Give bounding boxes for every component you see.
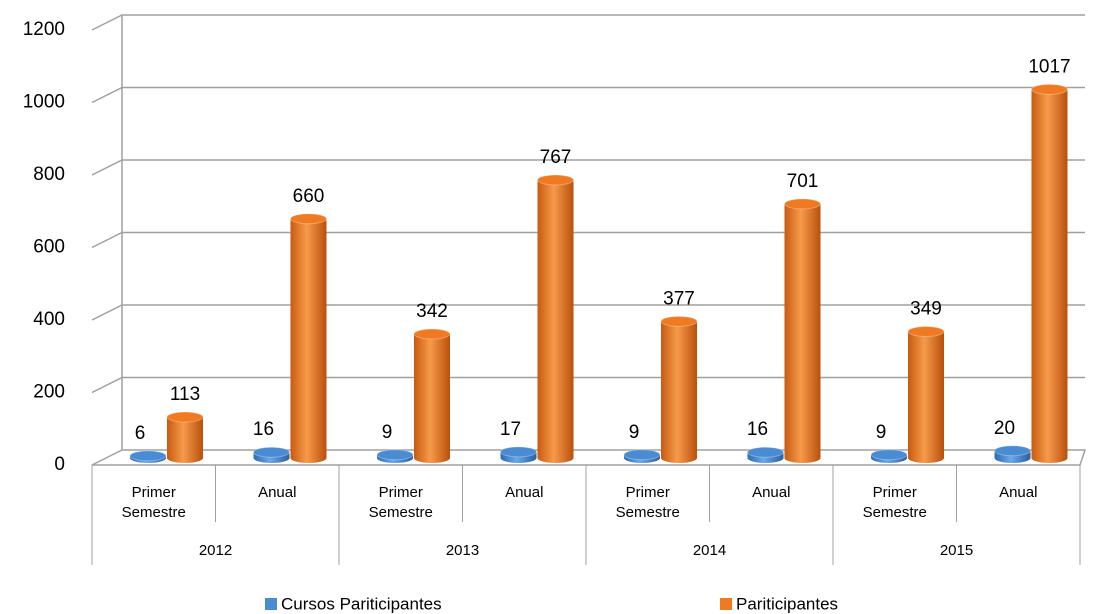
x-tick-label: Primer Semestre [862, 484, 927, 521]
y-tick-label: 200 [33, 382, 65, 403]
bar-body [908, 331, 944, 458]
x-tick-label: Anual [258, 484, 297, 501]
data-label: 9 [876, 422, 887, 443]
legend-swatch [720, 598, 732, 610]
bar-top [660, 315, 698, 327]
y-tick-label: 600 [33, 237, 65, 258]
grid-line [91, 231, 1085, 249]
bar [747, 446, 784, 463]
data-label: 660 [293, 186, 325, 207]
bar-top [623, 449, 661, 461]
data-label: 20 [994, 418, 1015, 439]
y-tick-label: 400 [33, 309, 65, 330]
bar-body [661, 321, 697, 458]
x-tick-label: Primer Semestre [121, 484, 186, 521]
bar-top [537, 174, 574, 186]
legend-label: Cursos Pariticipantes [281, 594, 442, 613]
group-label: 2014 [692, 542, 727, 559]
bar-body [1031, 89, 1068, 459]
bar-top [413, 328, 451, 340]
x-tick-label: Anual [752, 484, 791, 501]
data-label: 9 [629, 422, 640, 443]
bar [870, 449, 908, 463]
data-label: 767 [540, 147, 572, 168]
bar [413, 328, 451, 463]
data-label: 377 [663, 288, 695, 309]
bar [129, 450, 167, 463]
bar [994, 445, 1031, 463]
data-label: 9 [382, 422, 393, 443]
group-label: 2013 [445, 542, 480, 559]
bar-body [290, 218, 327, 458]
bar-top [290, 213, 327, 225]
y-tick-label: 1000 [23, 92, 65, 113]
data-label: 16 [747, 419, 768, 440]
data-label: 17 [500, 419, 521, 440]
bar [1031, 83, 1068, 463]
x-tick-label: Anual [999, 484, 1038, 501]
bar [907, 325, 945, 463]
y-tick-label: 0 [54, 454, 65, 475]
data-label: 113 [170, 384, 200, 405]
grid-line [91, 159, 1085, 176]
bar [166, 411, 204, 463]
bar-top [907, 325, 945, 337]
bar-top [129, 450, 167, 462]
data-label: 16 [253, 419, 274, 440]
bar-top [376, 449, 414, 461]
bar-body [414, 334, 450, 458]
data-label: 349 [910, 299, 942, 320]
grid-line [91, 449, 1087, 466]
x-tick-label: Anual [505, 484, 544, 501]
bar-top [747, 446, 784, 458]
bar-top [870, 449, 908, 461]
bar-body [784, 203, 821, 458]
legend-swatch [265, 598, 277, 610]
bar-top [166, 411, 204, 423]
bar-top [500, 446, 537, 458]
bar [660, 315, 698, 463]
data-label: 701 [787, 171, 819, 192]
bar-top [1031, 83, 1068, 95]
data-label: 6 [135, 423, 146, 444]
legend-label: Pariticipantes [736, 594, 838, 613]
bar-body [167, 417, 203, 458]
group-label: 2012 [198, 542, 233, 559]
grid-line [91, 14, 1085, 31]
bar-top [994, 445, 1031, 457]
grid-line [91, 86, 1085, 104]
x-tick-label: Primer Semestre [368, 484, 433, 521]
bar [290, 213, 327, 463]
bar-top [784, 198, 821, 210]
y-tick-label: 1200 [23, 19, 65, 40]
bar [784, 198, 821, 463]
data-label: 342 [416, 301, 448, 322]
bar [500, 446, 537, 463]
bar-top [253, 446, 290, 458]
bar-body [537, 179, 574, 458]
data-label: 1017 [1028, 56, 1070, 77]
bar [253, 446, 290, 463]
x-tick-label: Primer Semestre [615, 484, 680, 521]
group-label: 2015 [939, 542, 974, 559]
y-tick-label: 800 [33, 164, 65, 185]
bar [376, 449, 414, 463]
bar [537, 174, 574, 463]
bar [623, 449, 661, 463]
